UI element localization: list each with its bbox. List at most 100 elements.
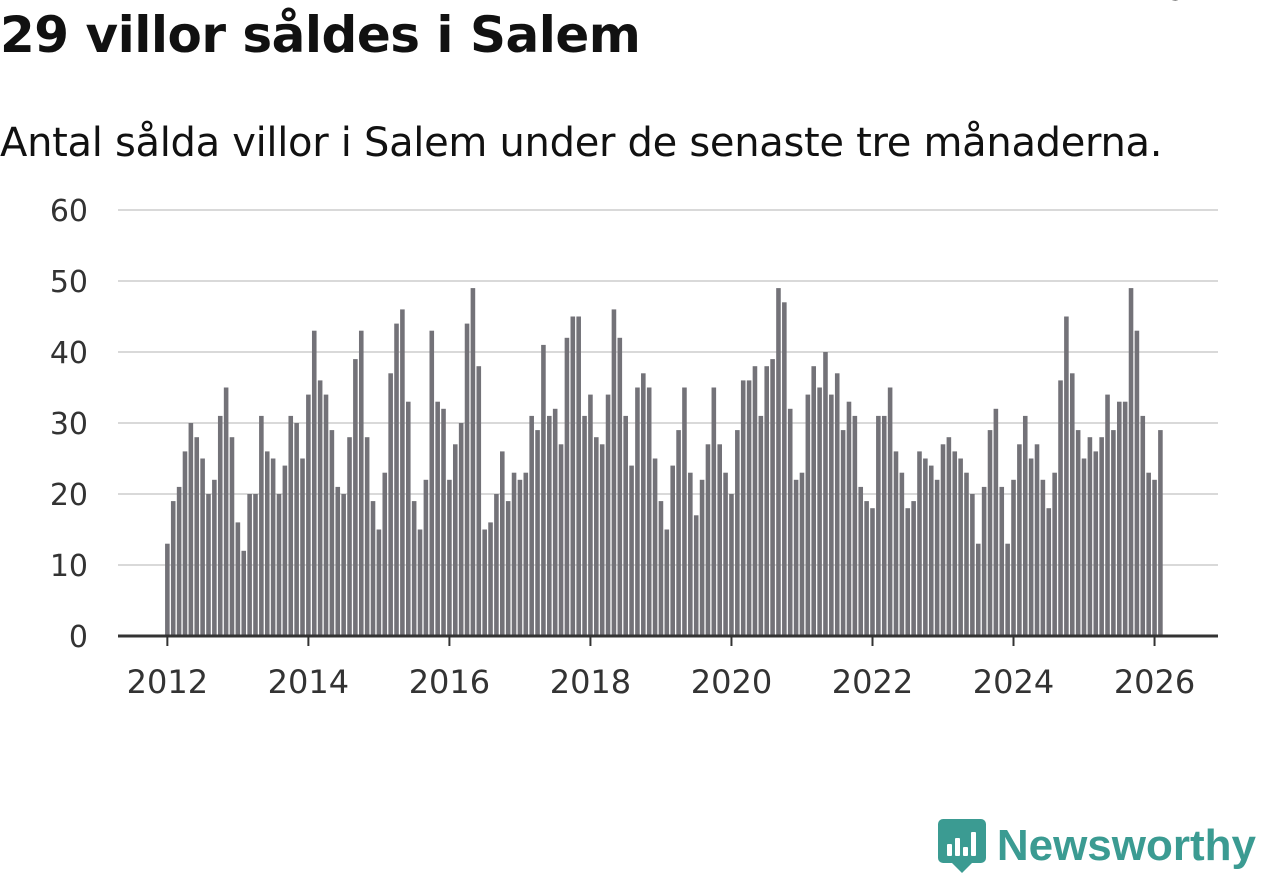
- bar: [958, 458, 963, 636]
- bar: [170, 501, 176, 636]
- bar: [165, 543, 170, 636]
- bar: [652, 458, 658, 636]
- bar: [946, 437, 952, 636]
- bar: [558, 444, 564, 636]
- x-tick-label: 2026: [1114, 663, 1195, 701]
- bar: [588, 394, 593, 636]
- y-tick-label: 30: [50, 407, 88, 442]
- bar: [723, 472, 728, 636]
- bar: [259, 415, 264, 636]
- bar: [282, 465, 288, 636]
- bar: [294, 423, 299, 636]
- bar: [217, 415, 223, 636]
- bar: [494, 494, 499, 636]
- bar: [212, 479, 217, 636]
- bar: [993, 408, 999, 636]
- bar: [981, 486, 987, 636]
- bar: [758, 415, 764, 636]
- bar: [852, 415, 858, 636]
- bar: [1011, 479, 1016, 636]
- bar: [629, 465, 634, 636]
- bar: [676, 430, 681, 636]
- bar: [323, 394, 329, 636]
- bar: [635, 387, 640, 636]
- bar: [335, 486, 341, 636]
- bar: [194, 437, 200, 636]
- chart-subtitle: Antal sålda villor i Salem under de sena…: [0, 120, 1163, 166]
- bar: [582, 415, 587, 636]
- bar: [1052, 472, 1057, 636]
- bar: [253, 494, 258, 636]
- bar: [699, 479, 705, 636]
- bar: [1028, 458, 1034, 636]
- bar: [405, 401, 411, 636]
- bar: [899, 472, 905, 636]
- bar: [623, 415, 628, 636]
- bar: [881, 415, 887, 636]
- bar: [599, 444, 605, 636]
- x-tick-label: 2016: [409, 663, 490, 701]
- bar: [311, 330, 317, 636]
- bar: [223, 387, 229, 636]
- bar: [764, 366, 770, 636]
- bar: [264, 451, 270, 636]
- bar: [447, 479, 452, 636]
- x-tick-label: 2014: [268, 663, 349, 701]
- bar: [970, 494, 975, 636]
- y-axis: 0 10 20 30 40 50 60: [50, 194, 88, 655]
- bar: [1081, 458, 1087, 636]
- bar: [717, 444, 722, 636]
- bar: [576, 316, 581, 636]
- bar: [358, 330, 364, 636]
- bar: [834, 373, 840, 636]
- bar: [1058, 380, 1063, 636]
- bar: [1087, 437, 1093, 636]
- bar: [376, 529, 382, 636]
- bar: [1017, 444, 1022, 636]
- bar: [787, 408, 793, 636]
- bar: [1034, 444, 1040, 636]
- x-axis: 2012 2014 2016 2018 2020 2022 2024 2026: [118, 634, 1218, 701]
- bar: [1128, 288, 1134, 636]
- bar: [1064, 316, 1069, 636]
- bar: [1134, 330, 1140, 636]
- bar: [347, 437, 352, 636]
- bar: [705, 444, 711, 636]
- bar: [987, 430, 993, 636]
- bar: [353, 359, 358, 636]
- bar: [1022, 415, 1028, 636]
- bar: [229, 437, 235, 636]
- bar: [541, 344, 546, 636]
- bar: [511, 472, 517, 636]
- brand-name: Newsworthy: [996, 821, 1256, 870]
- bar: [693, 515, 699, 636]
- bar: [817, 387, 822, 636]
- bar: [1111, 430, 1116, 636]
- bar: [1140, 415, 1146, 636]
- bar: [464, 323, 470, 636]
- bar: [241, 550, 247, 636]
- bar: [288, 415, 294, 636]
- y-tick-label: 10: [50, 549, 88, 584]
- bar: [411, 501, 417, 636]
- bar: [535, 430, 540, 636]
- bar: [617, 337, 623, 636]
- bar: [452, 444, 458, 636]
- bar: [547, 415, 552, 636]
- bar: [441, 408, 446, 636]
- bar: [682, 387, 687, 636]
- bar: [811, 366, 817, 636]
- brand: Newsworthy: [937, 818, 1256, 874]
- bar: [417, 529, 423, 636]
- bar: [247, 494, 252, 636]
- bars: [165, 288, 1163, 636]
- bar: [923, 458, 928, 636]
- bar: [505, 501, 511, 636]
- bar: [1152, 479, 1157, 636]
- bar: [570, 316, 576, 636]
- highlight-value-label: 29: [1148, 0, 1186, 8]
- y-tick-label: 40: [50, 336, 88, 371]
- bar: [1146, 472, 1151, 636]
- bar: [500, 451, 505, 636]
